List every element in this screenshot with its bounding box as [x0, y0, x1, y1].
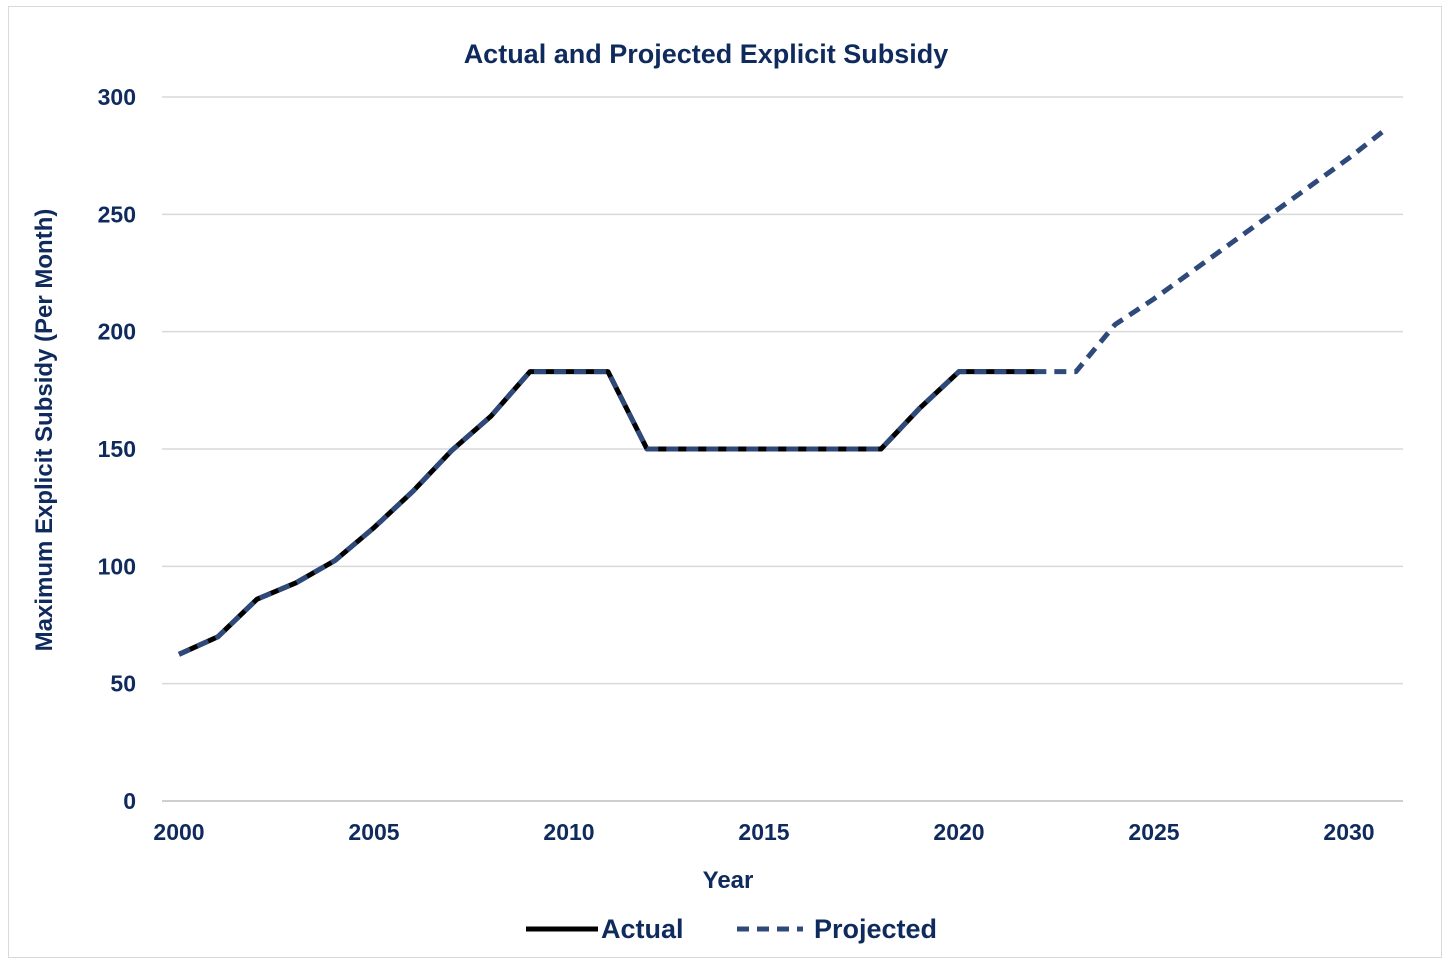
series-line-actual	[177, 369, 1037, 657]
y-tick-300: 300	[98, 84, 136, 110]
chart-title: Actual and Projected Explicit Subsidy	[464, 39, 949, 69]
y-tick-labels: 0 50 100 150 200 250 300	[98, 84, 136, 814]
gridlines	[162, 96, 1403, 685]
x-tick-2015: 2015	[738, 819, 789, 845]
legend-label-actual: Actual	[601, 914, 684, 944]
legend: Actual Projected	[526, 914, 937, 944]
x-tick-labels: 2000 2005 2010 2015 2020 2025 2030	[153, 819, 1374, 845]
y-tick-200: 200	[98, 319, 136, 345]
legend-label-projected: Projected	[814, 914, 937, 944]
x-tick-2005: 2005	[348, 819, 399, 845]
y-tick-100: 100	[98, 553, 136, 579]
y-tick-250: 250	[98, 201, 136, 227]
x-tick-2000: 2000	[153, 819, 204, 845]
series-lines	[177, 125, 1390, 657]
x-tick-2010: 2010	[543, 819, 594, 845]
x-tick-2020: 2020	[933, 819, 984, 845]
y-tick-0: 0	[123, 788, 136, 814]
x-axis-label: Year	[703, 867, 754, 894]
y-tick-150: 150	[98, 436, 136, 462]
x-tick-2025: 2025	[1128, 819, 1179, 845]
chart-frame	[8, 6, 1442, 958]
y-axis-label: Maximum Explicit Subsidy (Per Month)	[31, 209, 58, 652]
x-tick-2030: 2030	[1323, 819, 1374, 845]
series-line-projected	[177, 125, 1390, 657]
y-tick-50: 50	[110, 671, 136, 697]
